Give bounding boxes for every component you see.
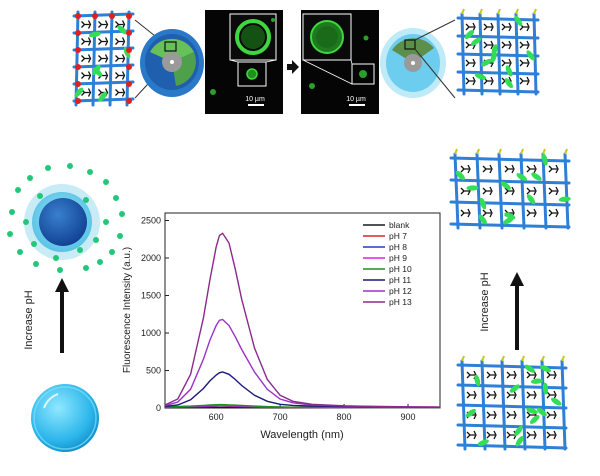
crosslinked-network-right-lower bbox=[456, 355, 568, 451]
crosslinked-network-top-right bbox=[456, 8, 540, 96]
scale-bar-left bbox=[248, 104, 264, 106]
capsule-cutaway-left bbox=[134, 19, 204, 99]
legend-label: pH 13 bbox=[389, 297, 412, 307]
x-tick-label: 800 bbox=[337, 412, 352, 422]
legend-label: pH 10 bbox=[389, 264, 412, 274]
plot-area bbox=[164, 212, 441, 409]
series-line-ph-13 bbox=[164, 232, 441, 408]
micrograph-before: 10 µm bbox=[205, 10, 283, 114]
legend-label: pH 7 bbox=[389, 231, 407, 241]
crosslinked-network-right-upper bbox=[449, 148, 571, 230]
transition-arrow-icon bbox=[287, 60, 299, 74]
increase-ph-arrow-right bbox=[510, 272, 524, 350]
y-tick-label: 1500 bbox=[141, 291, 161, 301]
scale-bar-right bbox=[349, 104, 365, 106]
legend-label: pH 9 bbox=[389, 253, 407, 263]
y-axis-label: Fluorescence Intensity (a.u.) bbox=[122, 247, 133, 373]
crosslinked-network-block-top-left bbox=[72, 10, 135, 107]
y-tick-label: 1000 bbox=[141, 328, 161, 338]
intact-capsule bbox=[31, 384, 99, 452]
legend-label: blank bbox=[389, 220, 410, 230]
scale-bar-label-left: 10 µm bbox=[245, 96, 265, 103]
x-tick-label: 700 bbox=[273, 412, 288, 422]
legend-label: pH 8 bbox=[389, 242, 407, 252]
increase-ph-arrow-left bbox=[55, 278, 69, 353]
y-tick-label: 2500 bbox=[141, 216, 161, 226]
y-tick-label: 500 bbox=[146, 366, 161, 376]
x-axis-label: Wavelength (nm) bbox=[260, 429, 343, 441]
series-line-ph-10 bbox=[164, 403, 441, 409]
legend-label: pH 11 bbox=[389, 275, 411, 285]
increase-ph-label-left: Increase pH bbox=[23, 290, 35, 349]
x-tick-label: 600 bbox=[209, 412, 224, 422]
scale-bar-label-right: 10 µm bbox=[346, 96, 366, 103]
x-tick-label: 900 bbox=[401, 412, 416, 422]
increase-ph-label-right: Increase pH bbox=[479, 272, 491, 331]
y-tick-label: 2000 bbox=[141, 253, 161, 263]
swollen-capsule-releasing-dye bbox=[7, 163, 125, 273]
y-tick-label: 0 bbox=[156, 403, 161, 413]
micrograph-after: 10 µm bbox=[301, 10, 379, 114]
legend-label: pH 12 bbox=[389, 286, 412, 296]
capsule-cutaway-right bbox=[380, 19, 456, 99]
